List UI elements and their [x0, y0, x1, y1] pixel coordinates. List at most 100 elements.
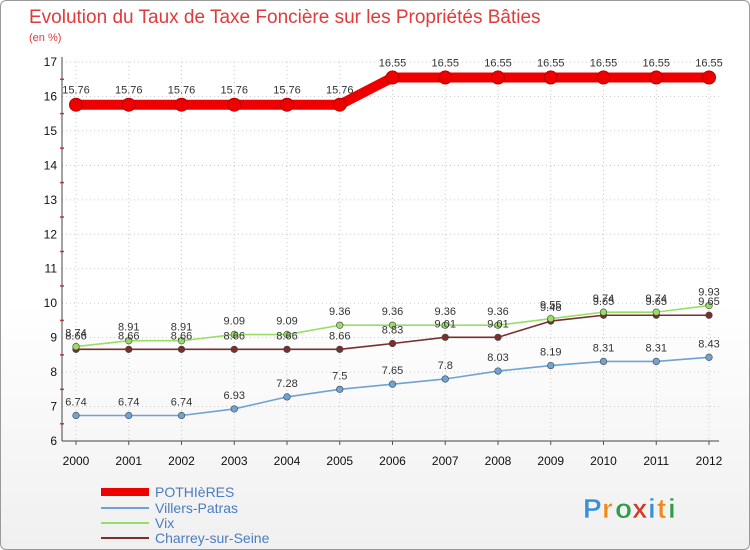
data-label: 16.55 [642, 58, 670, 70]
data-label: 8.66 [224, 330, 245, 342]
data-point [491, 70, 505, 85]
y-tick-label: 7 [50, 400, 57, 414]
data-label: 16.55 [484, 58, 512, 70]
data-label: 15.76 [62, 85, 90, 97]
data-point [652, 357, 660, 366]
data-label: 16.55 [379, 58, 407, 70]
data-point [702, 70, 716, 85]
data-point [388, 321, 397, 329]
data-point [599, 357, 608, 366]
data-point [649, 70, 664, 85]
data-label: 7.28 [276, 378, 297, 390]
data-label: 6.93 [224, 390, 245, 402]
data-label: 8.66 [171, 330, 192, 342]
y-tick-label: 17 [44, 55, 58, 69]
y-tick-label: 10 [44, 296, 58, 310]
x-tick-label: 2008 [485, 454, 512, 468]
chart-title: Evolution du Taux de Taxe Foncière sur l… [29, 7, 541, 28]
legend: POTHIèRESVillers-PatrasVixCharrey-sur-Se… [101, 484, 270, 546]
data-point [705, 301, 713, 310]
data-label: 6.74 [118, 397, 139, 409]
logo-letter: x [632, 493, 648, 524]
data-point [441, 375, 449, 383]
logo-letter: o [615, 493, 632, 524]
data-point [283, 393, 291, 401]
data-point [336, 321, 344, 329]
logo-letter: i [668, 493, 676, 524]
data-label: 15.76 [115, 85, 143, 97]
data-point [177, 411, 186, 420]
data-label: 16.55 [590, 58, 618, 70]
data-label: 15.76 [220, 85, 248, 97]
x-tick-label: 2005 [326, 454, 353, 468]
data-point [494, 321, 502, 329]
data-point [227, 97, 242, 112]
data-point [388, 339, 397, 348]
chart-subtitle: (en %) [29, 32, 61, 44]
y-tick-label: 12 [44, 227, 58, 241]
data-label: 8.91 [171, 322, 192, 334]
y-tick-label: 6 [50, 434, 57, 448]
y-tick-label: 16 [44, 89, 58, 103]
series-points [69, 70, 716, 420]
data-label: 9.36 [435, 306, 456, 318]
data-label: 7.65 [382, 365, 403, 377]
data-label: 9.36 [487, 306, 508, 318]
logo-letter: t [657, 493, 666, 524]
data-point [652, 308, 660, 316]
data-point [283, 345, 291, 353]
data-point [494, 333, 502, 341]
x-tick-label: 2002 [168, 454, 195, 468]
axes: 6 7 8 9 10 11 12 13 14 15 16 17 2000 2001 2002 2003 2004… [44, 55, 723, 468]
data-point [599, 308, 608, 316]
data-point [230, 405, 238, 413]
data-label: 9.48 [540, 302, 561, 314]
data-point [336, 385, 344, 393]
data-point [543, 70, 558, 85]
data-point [547, 361, 555, 370]
data-label: 8.66 [118, 330, 139, 342]
data-label: 9.74 [593, 293, 614, 305]
data-point [705, 311, 713, 319]
data-label: 9.65 [698, 296, 719, 308]
data-point [494, 367, 502, 375]
data-point [177, 337, 186, 345]
data-point [596, 70, 611, 85]
gridlines [62, 61, 719, 441]
x-tick-label: 2009 [537, 454, 564, 468]
data-point [441, 333, 449, 341]
x-tick-label: 2001 [115, 454, 142, 468]
data-point [388, 380, 397, 388]
x-tick-label: 2011 [643, 454, 669, 468]
data-label: 9.65 [646, 296, 667, 308]
data-point [72, 411, 80, 420]
data-point [125, 345, 133, 353]
x-tick-label: 2007 [432, 454, 459, 468]
y-tick-label: 14 [44, 158, 58, 172]
x-tick-label: 2010 [590, 454, 617, 468]
data-label: 16.55 [695, 58, 723, 70]
data-point [332, 97, 347, 112]
data-point [177, 345, 186, 353]
data-point [385, 70, 400, 85]
data-label: 9.09 [224, 316, 245, 328]
data-label: 9.09 [276, 316, 297, 328]
legend-label: Charrey-sur-Seine [155, 530, 270, 546]
legend-label: Villers-Patras [155, 500, 238, 516]
data-labels: 6.74 6.74 6.74 6.93 7.28 7.5 7.65 7.8 8.03 8.19 8.… [62, 58, 723, 409]
data-label: 15.76 [273, 85, 301, 97]
data-label: 9.65 [593, 296, 614, 308]
data-label: 8.31 [593, 342, 614, 354]
data-point [69, 97, 83, 112]
data-label: 8.31 [646, 342, 667, 354]
data-point [121, 97, 136, 112]
data-label: 6.74 [65, 397, 86, 409]
data-point [280, 97, 294, 112]
data-label: 9.74 [646, 293, 667, 305]
data-label: 8.66 [65, 330, 86, 342]
data-label: 9.36 [329, 306, 350, 318]
data-label: 8.19 [540, 347, 561, 359]
data-label: 9.93 [698, 287, 719, 299]
x-tick-label: 2003 [221, 454, 248, 468]
